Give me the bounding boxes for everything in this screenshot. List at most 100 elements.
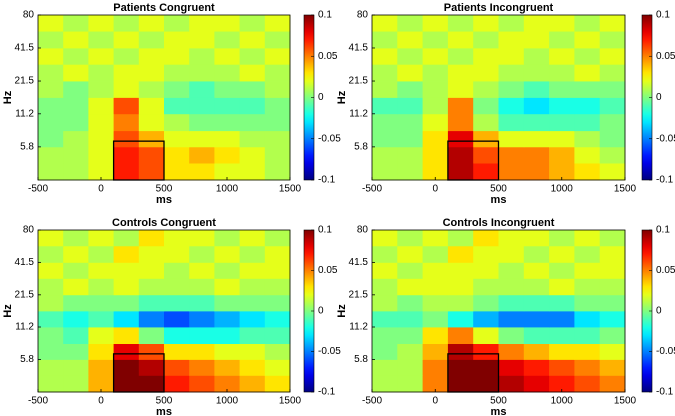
- colorbar-tick-label: 0.1: [656, 10, 670, 21]
- heatmap-cell: [189, 47, 215, 65]
- heatmap-cell: [239, 81, 266, 98]
- heatmap-cell: [189, 310, 215, 328]
- heatmap-cell: [88, 359, 114, 376]
- heatmap-cell: [113, 31, 140, 49]
- heatmap-cell: [63, 163, 89, 181]
- colorbar-tick-label: -0.1: [656, 175, 674, 186]
- heatmap-cell: [138, 64, 165, 82]
- heatmap-cell: [422, 163, 449, 181]
- heatmap-cell: [239, 262, 266, 279]
- heatmap-cell: [549, 81, 575, 98]
- heatmap-cell: [214, 163, 240, 181]
- heatmap-cell: [549, 15, 575, 32]
- x-tick-label: 0: [432, 396, 438, 407]
- heatmap-cell: [164, 262, 190, 279]
- colorbar-tick-label: 0.05: [656, 51, 675, 62]
- heatmap-cell: [63, 310, 89, 328]
- heatmap-cell: [138, 327, 165, 345]
- chart-title: Controls Incongruent: [443, 217, 555, 229]
- heatmap-cell: [113, 327, 140, 345]
- heatmap-cell: [214, 230, 240, 247]
- heatmap-cell: [397, 262, 423, 279]
- heatmap-cell: [574, 278, 601, 296]
- heatmap-cell: [214, 31, 240, 49]
- heatmap-cell: [264, 230, 291, 247]
- heatmap-cell: [63, 359, 89, 376]
- heatmap-cell: [549, 230, 575, 247]
- heatmap-cell: [498, 146, 525, 164]
- heatmap-cell: [574, 262, 601, 279]
- heatmap-cell: [574, 64, 601, 82]
- heatmap-cell: [473, 113, 499, 132]
- heatmap-cell: [63, 375, 89, 393]
- heatmap-cell: [549, 31, 575, 49]
- heatmap-cell: [38, 294, 64, 312]
- heatmap-cell: [523, 113, 550, 132]
- heatmap-cell: [397, 278, 423, 296]
- heatmap-cell: [38, 359, 64, 376]
- heatmap-cell: [214, 278, 240, 296]
- heatmap-cell: [63, 15, 89, 32]
- heatmap-cell: [422, 113, 449, 132]
- heatmap-cell: [549, 310, 575, 328]
- heatmap-cell: [599, 81, 626, 98]
- heatmap-cell: [422, 230, 449, 247]
- heatmap-cell: [397, 81, 423, 98]
- heatmap-cell: [523, 163, 550, 181]
- colorbar-tick-label: 0.1: [318, 225, 332, 236]
- colorbar-tick-label: 0.05: [318, 265, 338, 276]
- heatmap-cell: [447, 15, 474, 32]
- heatmap-cell: [138, 262, 165, 279]
- heatmap-cell: [164, 47, 190, 65]
- heatmap-cell: [397, 97, 423, 115]
- x-tick-label: -500: [362, 184, 382, 195]
- heatmap-cell: [88, 327, 114, 345]
- heatmap-cell: [549, 163, 575, 181]
- heatmap-cell: [372, 327, 398, 345]
- heatmap-cell: [372, 130, 398, 148]
- heatmap-cell: [113, 245, 140, 263]
- heatmap-cell: [473, 97, 499, 115]
- heatmap-cell: [549, 278, 575, 296]
- heatmap-cell: [473, 163, 499, 181]
- heatmap-cell: [599, 163, 626, 181]
- heatmap-cell: [214, 146, 240, 164]
- heatmap-cell: [422, 47, 449, 65]
- heatmap-cell: [549, 97, 575, 115]
- heatmap-cell: [397, 31, 423, 49]
- heatmap-cell: [164, 359, 190, 376]
- heatmap-cell: [473, 81, 499, 98]
- heatmap-cell: [473, 310, 499, 328]
- heatmap-cell: [38, 113, 64, 132]
- heatmap-cell: [422, 146, 449, 164]
- heatmap-cell: [574, 245, 601, 263]
- heatmap-cell: [164, 163, 190, 181]
- heatmap-cell: [599, 31, 626, 49]
- heatmap-cell: [422, 343, 449, 360]
- heatmap-cell: [38, 327, 64, 345]
- y-axis-label: Hz: [2, 90, 14, 104]
- heatmap-cell: [599, 245, 626, 263]
- heatmap-cell: [264, 163, 291, 181]
- colorbar-tick-label: -0.05: [318, 133, 341, 144]
- heatmap-cell: [264, 262, 291, 279]
- x-tick-label: 0: [98, 184, 104, 195]
- heatmap-cell: [264, 245, 291, 263]
- heatmap-cell: [189, 343, 215, 360]
- heatmap-cell: [63, 130, 89, 148]
- heatmap-cell: [498, 278, 525, 296]
- heatmap-cell: [549, 113, 575, 132]
- heatmap-cell: [63, 230, 89, 247]
- heatmap-cell: [397, 327, 423, 345]
- heatmap-cell: [88, 278, 114, 296]
- heatmap-cell: [63, 327, 89, 345]
- heatmap-cell: [38, 31, 64, 49]
- heatmap-cell: [447, 262, 474, 279]
- heatmap-cell: [214, 130, 240, 148]
- colorbar-tick-label: -0.05: [656, 133, 675, 144]
- heatmap-cell: [574, 146, 601, 164]
- colorbar-tick-label: -0.1: [656, 387, 674, 398]
- heatmap-cell: [264, 375, 291, 393]
- heatmap-cell: [164, 310, 190, 328]
